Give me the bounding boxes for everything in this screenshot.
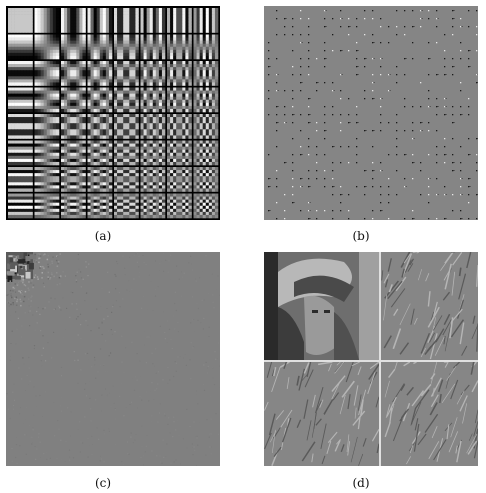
dct-basis-tile [61, 114, 86, 139]
dct-basis-tile [87, 114, 113, 139]
caption-d: (d) [352, 476, 370, 490]
dct-basis-tile [193, 61, 219, 86]
dct-basis-tile [193, 140, 219, 166]
dct-basis-tile [193, 8, 219, 33]
dct-basis-tile [34, 87, 60, 113]
dct-basis-tile [61, 61, 86, 86]
decomposition-image [6, 252, 220, 466]
detail-noise [6, 252, 220, 466]
horizontal-detail-subband [381, 252, 478, 360]
dct-basis-tile [34, 114, 60, 139]
dct-basis-tile [140, 61, 166, 86]
coefficient-dots [268, 10, 478, 220]
approximation-thumbnail [6, 252, 37, 282]
dct-basis-tile [61, 34, 86, 60]
dct-basis-tile [193, 34, 219, 60]
dct-basis-tile [61, 193, 86, 219]
caption-c: (c) [94, 476, 112, 490]
dct-basis-tile [140, 34, 166, 60]
dct-basis-tile [114, 193, 139, 219]
dct-basis-tile [167, 61, 192, 86]
subband-divider-horizontal [264, 360, 478, 362]
dct-basis-tile [61, 87, 86, 113]
dct-basis-tile [61, 140, 86, 166]
dct-basis-tile [8, 61, 33, 86]
caption-a: (a) [94, 229, 112, 243]
dct-basis-tile [87, 61, 113, 86]
dct-basis-tile [114, 87, 139, 113]
dct-basis-tile [61, 167, 86, 192]
dct-basis-tile [193, 167, 219, 192]
dct-basis-tile [87, 34, 113, 60]
dct-basis-tile [87, 167, 113, 192]
dct-basis-tile [34, 61, 60, 86]
caption-b: (b) [352, 229, 370, 243]
dct-basis-tile [167, 140, 192, 166]
dct-basis-tile [8, 167, 33, 192]
dct-basis-tile [87, 87, 113, 113]
approximation-subband [264, 252, 379, 360]
panel-a-dct-basis [6, 6, 220, 220]
diagonal-detail-subband [381, 361, 478, 466]
panel-c-decomposition [6, 252, 220, 466]
dct-basis-image [8, 8, 219, 219]
dct-basis-tile [8, 87, 33, 113]
vertical-detail-subband [264, 361, 380, 466]
dct-basis-tile [140, 8, 166, 33]
coefficient-map-image [268, 10, 478, 220]
dct-basis-tile [140, 114, 166, 139]
dct-basis-tile [87, 8, 113, 33]
dct-basis-tile [193, 114, 219, 139]
dct-basis-tile [167, 34, 192, 60]
dct-basis-tile [114, 34, 139, 60]
dct-basis-tile [34, 193, 60, 219]
dct-basis-tile [61, 8, 86, 33]
dct-basis-tile [8, 114, 33, 139]
dct-basis-tile [34, 34, 60, 60]
dct-basis-tile [8, 34, 33, 60]
dct-basis-tile [34, 140, 60, 166]
dct-basis-tile [34, 167, 60, 192]
dct-basis-tile [87, 140, 113, 166]
dct-basis-tile [193, 193, 219, 219]
dct-basis-tile [167, 167, 192, 192]
dct-basis-tile [87, 193, 113, 219]
dct-basis-tile [193, 87, 219, 113]
dct-basis-tile [114, 61, 139, 86]
dct-basis-tile [140, 140, 166, 166]
panel-b-coefficients [264, 6, 478, 220]
subband-divider-vertical [379, 252, 381, 466]
dct-basis-tile [114, 8, 139, 33]
dct-basis-tile [8, 8, 33, 33]
panel-d-lena-wavelet [264, 252, 478, 466]
dct-basis-tile [114, 114, 139, 139]
dct-basis-tile [167, 193, 192, 219]
dct-basis-tile [140, 193, 166, 219]
dct-basis-tile [140, 167, 166, 192]
detail-thumbnails [6, 252, 62, 307]
dct-basis-tile [8, 140, 33, 166]
dct-basis-tile [167, 8, 192, 33]
dct-basis-tile [167, 114, 192, 139]
dct-basis-tile [8, 193, 33, 219]
dct-basis-tile [114, 167, 139, 192]
lena-wavelet-image [264, 252, 478, 466]
dct-basis-tile [114, 140, 139, 166]
dct-basis-tile [140, 87, 166, 113]
dct-basis-tile [167, 87, 192, 113]
dct-basis-tile [34, 8, 60, 33]
